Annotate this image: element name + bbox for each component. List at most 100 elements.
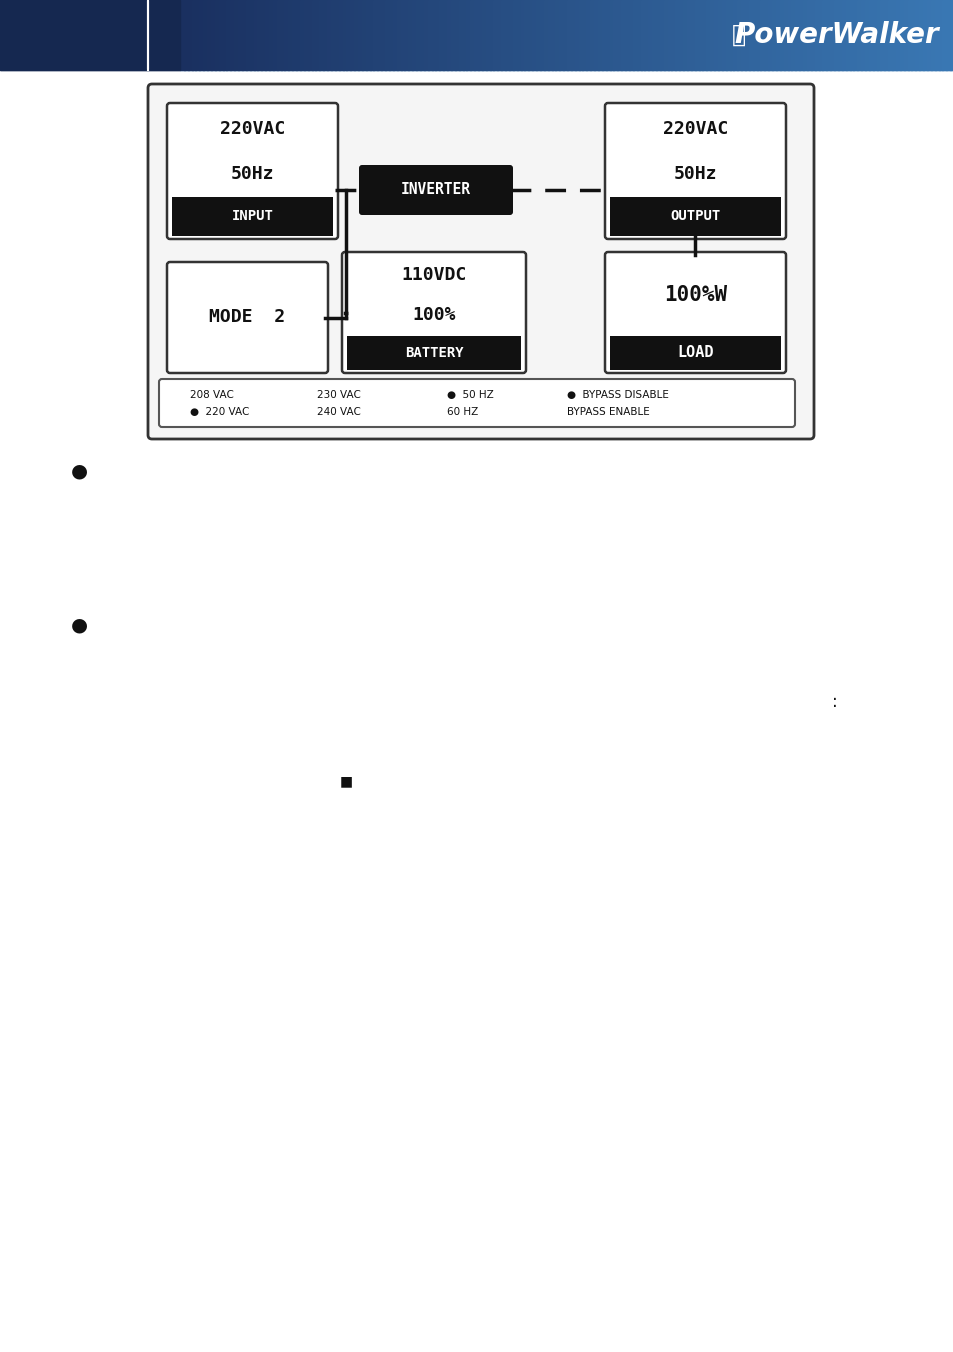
Bar [292,0,296,70]
Bar [211,0,215,70]
Bar [636,0,640,70]
Text: Ⓞ: Ⓞ [732,23,745,47]
Bar [389,0,394,70]
Bar [883,0,888,70]
Text: 240 VAC: 240 VAC [316,407,360,418]
Bar [528,0,533,70]
Bar [586,0,591,70]
Bar [914,0,920,70]
Bar [308,0,313,70]
Bar [226,0,231,70]
Bar [767,0,772,70]
Bar [172,197,333,237]
Bar [887,0,892,70]
Text: 110VDC: 110VDC [401,266,466,284]
Bar [725,0,730,70]
Text: 100%W: 100%W [663,285,726,306]
Bar [315,0,320,70]
Bar [795,0,800,70]
Bar [833,0,838,70]
Bar [470,0,475,70]
Bar [427,0,432,70]
Bar [361,0,366,70]
Bar [257,0,262,70]
Bar [504,0,510,70]
Bar [423,0,428,70]
Text: ●  50 HZ: ● 50 HZ [447,389,494,400]
Bar [779,0,784,70]
Text: PowerWalker: PowerWalker [734,22,938,49]
Bar [551,0,556,70]
Bar [250,0,254,70]
Bar [609,197,781,237]
Bar [207,0,212,70]
Bar [609,0,614,70]
Bar [517,0,521,70]
Bar [605,0,610,70]
Bar [590,0,595,70]
Bar [902,0,907,70]
Bar [566,0,571,70]
Bar [489,0,494,70]
Text: INPUT: INPUT [232,210,274,223]
Bar [0,0,180,70]
Bar [756,0,760,70]
Bar [891,0,896,70]
Bar [443,0,448,70]
Bar [617,0,621,70]
Bar [562,0,567,70]
Bar [346,0,351,70]
FancyBboxPatch shape [358,165,513,215]
Bar [284,0,289,70]
Bar [451,0,456,70]
Bar [667,0,672,70]
Bar [374,0,378,70]
Bar [926,0,931,70]
Text: 60 HZ: 60 HZ [447,407,477,418]
Text: INVERTER: INVERTER [400,183,471,197]
Bar [331,0,335,70]
Bar [949,0,953,70]
Bar [643,0,649,70]
Bar [783,0,788,70]
Bar [686,0,691,70]
Bar [288,0,293,70]
Text: ●  BYPASS DISABLE: ● BYPASS DISABLE [566,389,668,400]
Bar [876,0,881,70]
Bar [594,0,598,70]
Bar [199,0,204,70]
Bar [701,0,706,70]
Bar [180,0,185,70]
Bar [547,0,552,70]
Bar [265,0,270,70]
Bar [570,0,576,70]
Bar [705,0,710,70]
Bar [737,0,741,70]
Bar [393,0,397,70]
Text: 230 VAC: 230 VAC [316,389,360,400]
Bar [632,0,637,70]
Bar [733,0,738,70]
Bar [652,0,657,70]
Bar [923,0,927,70]
Bar [574,0,579,70]
Bar [474,0,478,70]
FancyBboxPatch shape [604,251,785,373]
Bar [327,0,332,70]
Bar [799,0,803,70]
Text: BATTERY: BATTERY [404,346,463,360]
Bar [682,0,687,70]
Bar [818,0,822,70]
Bar [319,0,324,70]
Bar [814,0,819,70]
Bar [880,0,884,70]
Text: ●: ● [71,615,88,634]
Bar [238,0,243,70]
Bar [744,0,749,70]
Bar [416,0,420,70]
Bar [709,0,715,70]
Bar [868,0,873,70]
Bar [864,0,869,70]
Bar [493,0,497,70]
Bar [273,0,277,70]
